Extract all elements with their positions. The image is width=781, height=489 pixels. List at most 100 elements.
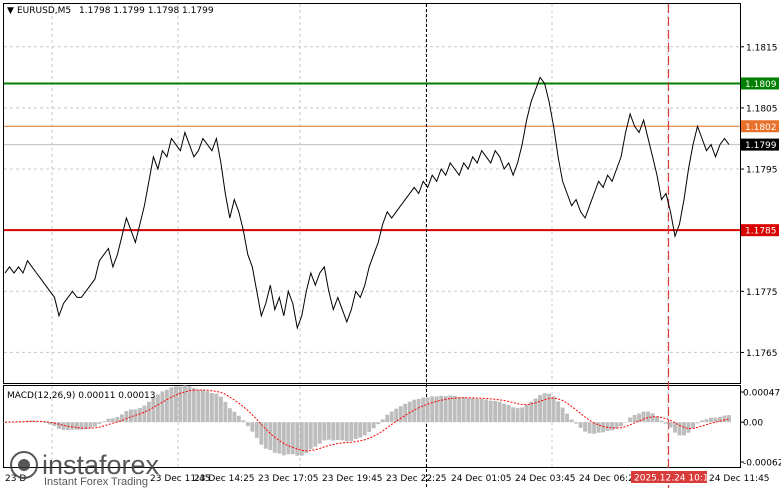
macd-histogram-bar (713, 417, 718, 423)
price-tick-label: 1.1815 (746, 43, 778, 53)
macd-histogram-bar (39, 421, 43, 423)
level-orange-price-tag (741, 120, 779, 133)
macd-histogram-bar (677, 422, 682, 436)
macd-histogram-bar (83, 422, 88, 430)
macd-histogram-bar (623, 422, 628, 423)
macd-histogram-bar (259, 422, 264, 445)
macd-histogram-bar (263, 422, 268, 449)
macd-histogram-bar (362, 422, 367, 436)
header-arrow-icon[interactable]: ▼ (7, 6, 14, 16)
macd-tick-label: 0.00 (743, 419, 763, 429)
main-pane-frame (3, 3, 741, 384)
macd-histogram-bar (187, 386, 192, 423)
price-axis-labels: 1.1809 1.1802 1.1799 1.1785 1.1815 1.1805 1.17… (740, 43, 779, 359)
macd-histogram-bar (583, 422, 588, 432)
macd-histogram-bar (88, 422, 93, 429)
macd-histogram-bar (686, 422, 691, 433)
macd-histogram-bar (164, 389, 169, 423)
time-tick-label: 23 Dec 14:25 (194, 474, 255, 484)
macd-histogram-bar (335, 422, 340, 440)
macd-histogram-bar (389, 411, 394, 423)
macd-histogram-bar (160, 391, 165, 423)
macd-pane-frame (3, 385, 741, 468)
macd-histogram-bar (124, 411, 129, 423)
macd-histogram-bar (691, 422, 695, 429)
macd-histogram-bar (506, 405, 511, 423)
time-tick-label: 24 Dec 11:45 (709, 474, 770, 484)
macd-histogram-bar (511, 407, 516, 423)
macd-histogram-bar (610, 422, 615, 431)
macd-histogram-bar (241, 420, 246, 423)
time-tick-label: 23 Dec 19:45 (322, 474, 383, 484)
macd-plot (3, 385, 731, 456)
macd-histogram-bar (709, 417, 713, 423)
macd-histogram-bar (286, 422, 291, 455)
macd-histogram-bar (403, 403, 408, 423)
macd-histogram-bar (317, 422, 322, 444)
macd-histogram-bar (439, 395, 444, 423)
macd-histogram-bar (452, 395, 457, 423)
macd-histogram-bar (178, 386, 183, 423)
macd-histogram-bar (137, 408, 142, 423)
level-lines (4, 82, 740, 232)
macd-histogram-bar (443, 396, 448, 423)
macd-histogram-bar (430, 396, 435, 423)
macd-histogram-bar (628, 417, 633, 423)
macd-histogram-bar (196, 389, 201, 423)
macd-histogram-bar (200, 389, 205, 423)
macd-histogram-bar (515, 408, 520, 423)
current-time-tag (631, 471, 707, 483)
macd-histogram-bar (533, 398, 538, 423)
macd-histogram-bar (169, 387, 174, 423)
macd-histogram-bar (385, 414, 390, 423)
macd-histogram-bar (191, 388, 196, 423)
price-tick-label: 1.1765 (746, 349, 778, 359)
logo-mark-icon (10, 451, 38, 479)
macd-histogram-bar (371, 422, 376, 429)
ohlc-label: 1.1798 1.1799 1.1798 1.1799 (79, 6, 214, 16)
macd-histogram-bar (727, 415, 731, 423)
macd-histogram-bar (313, 422, 318, 447)
price-tick-label: 1.1795 (746, 166, 778, 176)
macd-signal-line (4, 389, 730, 452)
macd-histogram-bar (619, 422, 624, 427)
macd-histogram-bar (569, 419, 574, 423)
macd-histogram-bar (92, 422, 97, 427)
macd-histogram-bar (268, 422, 273, 450)
macd-histogram-bar (605, 422, 610, 431)
macd-histogram-bar (565, 413, 570, 423)
macd-histogram-bar (115, 416, 120, 423)
macd-histogram-bar (664, 422, 668, 424)
macd-histogram-bar (57, 422, 61, 429)
macd-histogram-bar (524, 405, 529, 423)
macd-histogram-bar (155, 394, 160, 423)
macd-histogram-bar (151, 396, 156, 423)
macd-tick-label: -0.00062 (743, 459, 781, 469)
macd-title: MACD(12,26,9) 0.00011 0.00013 (7, 391, 156, 401)
macd-histogram-bar (682, 422, 686, 436)
macd-histogram-bar (16, 421, 21, 423)
symbol-label: EURUSD,M5 (17, 6, 71, 16)
current-time-label: 2025.12.24 10:10 (634, 474, 715, 484)
macd-histogram-bar (655, 416, 659, 423)
macd-tick-label: 0.00047 (743, 389, 780, 399)
macd-histogram-bar (304, 422, 309, 453)
macd-histogram-bar (650, 413, 655, 423)
macd-histogram-bar (146, 401, 151, 423)
macd-histogram-bar (299, 422, 304, 456)
macd-histogram-bar (227, 408, 232, 423)
macd-histogram-bar (718, 416, 722, 423)
macd-histogram-bar (475, 398, 480, 423)
macd-histogram-bar (250, 422, 255, 432)
macd-histogram-bar (470, 398, 475, 423)
macd-histogram-bar (700, 420, 704, 423)
macd-histogram-bar (218, 396, 223, 423)
time-tick-label: 24 Dec 01:05 (451, 474, 512, 484)
macd-histogram-bar (574, 422, 579, 424)
macd-histogram-bar (601, 422, 606, 433)
macd-histogram-bar (380, 419, 385, 423)
macd-histogram-bar (358, 422, 363, 438)
support-red-price-label: 1.1785 (745, 227, 777, 237)
